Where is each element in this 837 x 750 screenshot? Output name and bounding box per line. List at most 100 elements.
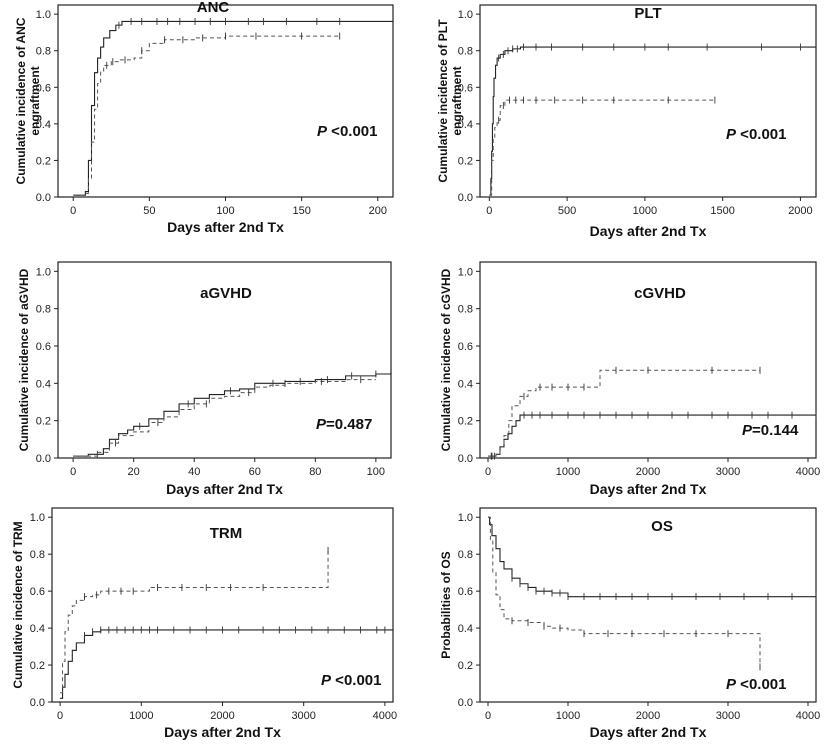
x-tick-label: 100: [216, 205, 234, 217]
y-tick-label: 0.4: [458, 119, 473, 131]
x-tick-label: 4000: [796, 466, 820, 478]
y-tick-label: 0.4: [458, 378, 473, 390]
y-tick-label: 0.6: [458, 341, 473, 353]
p-value-text: <0.001: [331, 672, 381, 689]
y-tick-label: 0.2: [458, 660, 473, 672]
x-tick-label: 3000: [716, 710, 740, 722]
x-tick-label: 0: [485, 710, 491, 722]
y-axis-label: engraftment: [450, 66, 464, 135]
y-tick-label: 0.6: [36, 82, 51, 94]
x-tick-label: 1000: [633, 205, 657, 217]
y-tick-label: 0.2: [36, 416, 51, 428]
y-tick-label: 0.8: [30, 549, 45, 561]
y-axis-label: Cumulative incidence of TRM: [11, 521, 25, 688]
x-tick-label: 150: [292, 205, 310, 217]
y-axis-label: Cumulative incidence of aGVHD: [17, 268, 31, 451]
p-symbol: P: [317, 123, 328, 140]
y-tick-label: 0.0: [458, 192, 473, 204]
y-tick-label: 0.2: [458, 416, 473, 428]
series-line-solid: [489, 46, 816, 196]
y-tick-label: 0.2: [30, 660, 45, 672]
chart-panel-cgvhd: 0.0 0.2 0.4 0.6 0.8 1.0 0 1000 2000 3000 4000 cGVHD…: [439, 261, 820, 497]
plot-frame: [479, 4, 817, 198]
y-tick-label: 0.6: [36, 341, 51, 353]
y-tick-label: 0.6: [458, 82, 473, 94]
y-tick-label: 0.0: [458, 453, 473, 465]
y-axis-label: Probabilities of OS: [439, 551, 453, 658]
chart-panel-agvhd: 0.0 0.2 0.4 0.6 0.8 1.0 0 20 40 60 80 100 aGVHD Days …: [17, 261, 392, 497]
x-axis-label: Days after 2nd Tx: [167, 219, 284, 235]
y-tick-label: 0.8: [36, 46, 51, 58]
x-tick-label: 50: [143, 205, 155, 217]
y-axis-label: Cumulative incidence of PLT: [436, 19, 450, 183]
x-tick-label: 4000: [373, 710, 397, 722]
x-tick-label: 2000: [636, 710, 660, 722]
chart-title: TRM: [210, 525, 243, 542]
p-symbol: P: [316, 416, 327, 433]
x-axis-label: Days after 2nd Tx: [166, 481, 283, 497]
x-tick-label: 1000: [129, 710, 153, 722]
y-tick-label: 0.0: [36, 453, 51, 465]
plot-frame: [57, 261, 392, 459]
x-axis-label: Days after 2nd Tx: [590, 223, 707, 239]
p-value-label: P <0.001: [317, 123, 377, 140]
y-tick-label: 1.0: [458, 512, 473, 524]
x-tick-label: 1000: [556, 710, 580, 722]
x-tick-label: 3000: [716, 466, 740, 478]
y-axis-label: engraftment: [28, 66, 42, 135]
x-tick-label: 500: [558, 205, 576, 217]
y-tick-label: 1.0: [458, 9, 473, 21]
series-line-solid: [73, 20, 393, 196]
p-value-text: <0.001: [736, 126, 786, 143]
y-tick-label: 0.2: [36, 155, 51, 167]
p-value-text: <0.001: [736, 676, 786, 693]
y-tick-label: 0.0: [458, 697, 473, 709]
series-line-solid: [73, 372, 392, 457]
p-value-label: P <0.001: [321, 672, 381, 689]
x-tick-label: 4000: [796, 710, 820, 722]
chart-panel-anc: 0.0 0.2 0.4 0.6 0.8 1.0 0 50 100 150 200 ANC Days af…: [14, 0, 394, 235]
y-axis-label: Cumulative incidence of ANC: [14, 17, 28, 184]
x-tick-label: 0: [57, 710, 63, 722]
x-axis-label: Days after 2nd Tx: [590, 481, 707, 497]
p-value-label: P=0.144: [742, 422, 799, 439]
y-tick-label: 1.0: [36, 9, 51, 21]
p-value-text: =0.144: [752, 422, 799, 439]
p-value-text: =0.487: [326, 416, 372, 433]
y-axis-label: Cumulative incidence of cGVHD: [439, 268, 453, 451]
chart-title: PLT: [634, 5, 661, 22]
p-symbol: P: [726, 676, 737, 693]
p-symbol: P: [726, 126, 737, 143]
series-line-solid: [488, 414, 816, 457]
y-tick-label: 0.4: [36, 378, 51, 390]
y-tick-label: 0.4: [30, 623, 45, 635]
chart-panel-trm: 0.0 0.2 0.4 0.6 0.8 1.0 0 1000 2000 3000 4000 TRM Da…: [11, 507, 397, 740]
p-value-label: P=0.487: [316, 416, 372, 433]
y-tick-label: 0.4: [458, 623, 473, 635]
y-tick-label: 0.6: [458, 586, 473, 598]
y-tick-label: 1.0: [36, 266, 51, 278]
p-symbol: P: [742, 422, 753, 439]
x-tick-label: 3000: [291, 710, 315, 722]
x-axis-label: Days after 2nd Tx: [164, 724, 281, 740]
series-line-solid: [60, 629, 393, 699]
x-tick-label: 0: [70, 205, 76, 217]
series-line-dashed: [60, 550, 329, 694]
chart-title: ANC: [197, 0, 230, 16]
x-axis-label: Days after 2nd Tx: [590, 724, 707, 740]
plot-frame: [479, 507, 817, 703]
series-line-dashed: [488, 516, 761, 667]
x-tick-label: 40: [188, 466, 200, 478]
y-tick-label: 0.0: [36, 192, 51, 204]
p-value-label: P <0.001: [726, 676, 786, 693]
x-tick-label: 2000: [636, 466, 660, 478]
y-tick-label: 0.8: [458, 549, 473, 561]
y-tick-label: 0.8: [458, 304, 473, 316]
y-tick-label: 0.4: [36, 119, 51, 131]
series-line-dashed: [488, 369, 760, 457]
x-tick-label: 60: [249, 466, 261, 478]
x-tick-label: 2000: [788, 205, 812, 217]
y-tick-label: 0.2: [458, 155, 473, 167]
chart-panel-os: 0.0 0.2 0.4 0.6 0.8 1.0 0 1000 2000 3000 4000 OS Day…: [439, 507, 820, 740]
